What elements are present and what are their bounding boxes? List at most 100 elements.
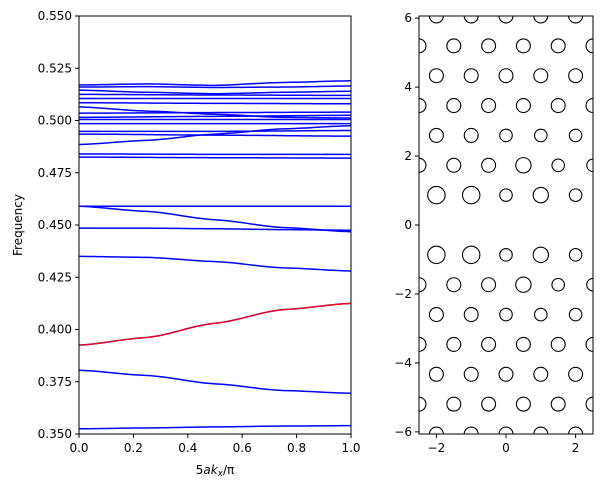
y-tick-label: 0.475 bbox=[38, 166, 72, 180]
x-tick-label: 0 bbox=[502, 441, 510, 455]
lattice-hole bbox=[568, 16, 584, 24]
lattice-hole bbox=[461, 185, 481, 205]
lattice-hole bbox=[551, 277, 566, 292]
band-line-20 bbox=[79, 93, 351, 97]
band-line-10 bbox=[79, 124, 351, 146]
lattice-hole bbox=[428, 366, 444, 382]
band-line-5 bbox=[79, 227, 351, 231]
lattice-plot: −2 0 2 −6 −4 −2 0 2 4 6 bbox=[394, 11, 594, 455]
lattice-hole bbox=[532, 186, 550, 204]
lattice-hole bbox=[428, 16, 444, 24]
lattice-hole bbox=[533, 426, 549, 434]
lattice-hole bbox=[428, 68, 444, 84]
lattice-hole bbox=[428, 426, 444, 434]
lattice-hole bbox=[532, 246, 550, 264]
lattice-hole bbox=[446, 38, 462, 54]
lattice-hole bbox=[515, 157, 532, 174]
lattice-hole bbox=[533, 307, 548, 322]
lattice-hole bbox=[461, 245, 481, 265]
x-tick-label: 0.0 bbox=[69, 441, 88, 455]
y-tick-label: 4 bbox=[404, 80, 412, 94]
lattice-hole bbox=[428, 127, 444, 143]
band-line-11 bbox=[79, 133, 351, 137]
y-tick-label: 0.525 bbox=[38, 61, 72, 75]
y-tick-label: −4 bbox=[394, 356, 412, 370]
lattice-hole bbox=[463, 68, 479, 84]
x-tick-label: −2 bbox=[428, 441, 446, 455]
lattice-hole bbox=[550, 396, 566, 412]
band-line-23 bbox=[79, 80, 351, 87]
lattice-plot-y-ticks: −6 −4 −2 0 2 4 6 bbox=[394, 11, 419, 439]
lattice-hole bbox=[498, 426, 514, 434]
lattice-hole bbox=[481, 336, 497, 352]
y-tick-label: 0.500 bbox=[38, 114, 72, 128]
lattice-hole bbox=[550, 38, 566, 54]
x-tick-label: 1.0 bbox=[341, 441, 360, 455]
band-line-18 bbox=[79, 101, 351, 105]
lattice-hole bbox=[446, 396, 462, 412]
x-tick-label: 2 bbox=[572, 441, 580, 455]
lattice-hole bbox=[427, 185, 446, 205]
band-line-6 bbox=[79, 205, 351, 233]
lattice-hole bbox=[499, 307, 513, 322]
lattice-hole bbox=[463, 127, 479, 143]
y-tick-label: 0 bbox=[404, 218, 412, 232]
lattice-hole bbox=[481, 396, 497, 412]
y-tick-label: 0.550 bbox=[38, 9, 72, 23]
lattice-hole bbox=[568, 426, 584, 434]
band-line-17 bbox=[79, 106, 351, 119]
lattice-hole bbox=[481, 277, 497, 293]
lattice-plot-frame bbox=[418, 15, 594, 435]
band-line-21 bbox=[79, 89, 351, 95]
lattice-hole bbox=[533, 128, 548, 143]
band-chart-y-ticks: 0.350 0.375 0.400 0.425 0.450 0.475 0.500 0.525… bbox=[38, 9, 79, 441]
lattice-hole bbox=[481, 157, 497, 173]
lattice-hole bbox=[499, 188, 513, 202]
lattice-hole bbox=[568, 128, 583, 143]
band-line-4 bbox=[79, 255, 351, 272]
lattice-hole bbox=[427, 245, 446, 265]
lattice-hole bbox=[481, 98, 497, 114]
lattice-hole bbox=[446, 98, 462, 114]
lattice-hole bbox=[568, 68, 584, 84]
lattice-hole bbox=[499, 248, 513, 262]
lattice-hole bbox=[498, 16, 514, 24]
band-line-2 bbox=[79, 302, 351, 346]
lattice-hole bbox=[481, 38, 497, 54]
lattice-hole bbox=[533, 68, 549, 84]
y-tick-label: 0.375 bbox=[38, 375, 72, 389]
lattice-hole bbox=[550, 98, 566, 114]
lattice-hole bbox=[463, 16, 479, 24]
lattice-hole bbox=[446, 277, 462, 293]
band-line-8 bbox=[79, 156, 351, 159]
band-line-0 bbox=[79, 424, 351, 430]
highlight-band-line bbox=[79, 302, 351, 346]
lattice-hole bbox=[463, 426, 479, 434]
lattice-hole bbox=[498, 68, 514, 84]
band-lines bbox=[79, 80, 351, 430]
x-tick-label: 0.8 bbox=[287, 441, 306, 455]
lattice-hole bbox=[499, 128, 513, 143]
band-chart-x-ticks: 0.0 0.2 0.4 0.6 0.8 1.0 bbox=[69, 434, 361, 455]
lattice-hole bbox=[446, 336, 462, 352]
lattice-holes bbox=[419, 16, 593, 434]
band-chart-frame bbox=[78, 15, 352, 435]
y-tick-label: 2 bbox=[404, 149, 412, 163]
x-tick-label: 0.4 bbox=[178, 441, 197, 455]
band-line-22 bbox=[79, 85, 351, 89]
x-tick-label: 0.6 bbox=[233, 441, 252, 455]
lattice-hole bbox=[428, 307, 444, 323]
lattice-hole bbox=[515, 276, 532, 293]
y-tick-label: 0.425 bbox=[38, 270, 72, 284]
band-line-15 bbox=[79, 114, 351, 119]
y-tick-label: −2 bbox=[394, 287, 412, 301]
y-tick-label: 0.450 bbox=[38, 218, 72, 232]
y-tick-label: 6 bbox=[404, 11, 412, 25]
y-tick-label: 0.350 bbox=[38, 427, 72, 441]
band-line-16 bbox=[79, 111, 351, 114]
lattice-hole bbox=[550, 336, 566, 352]
lattice-hole bbox=[463, 366, 479, 382]
lattice-hole bbox=[568, 366, 584, 382]
lattice-hole bbox=[533, 16, 549, 24]
band-line-1 bbox=[79, 369, 351, 394]
